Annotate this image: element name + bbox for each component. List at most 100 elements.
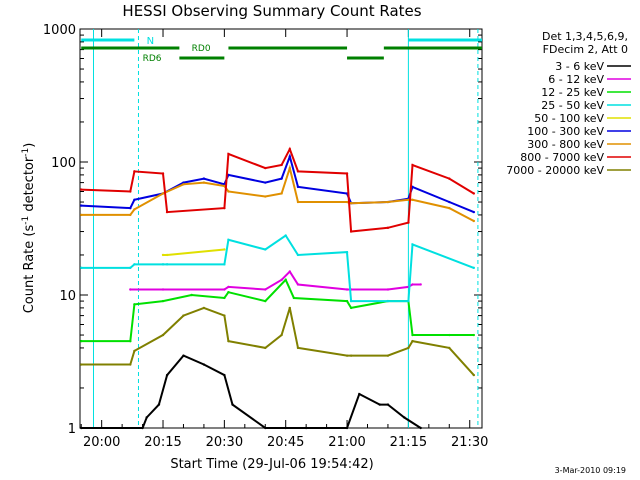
series-point: [284, 234, 287, 237]
rd0-label: RD0: [192, 44, 211, 54]
series-point: [419, 426, 422, 430]
series-line-1: [81, 354, 422, 429]
plot-area: 1 10 100 1000 20:00 20:15 20:30 20:45 21:00 21:15…: [43, 23, 489, 450]
series-point: [145, 416, 148, 419]
series-point: [165, 210, 169, 214]
series-point: [345, 288, 349, 291]
legend-label: 50 - 100 keV: [534, 112, 604, 125]
series-point: [182, 181, 185, 184]
series-point: [227, 285, 230, 289]
series-point: [227, 339, 230, 343]
legend-header-line-1: Det 1,3,4,5,6,9,: [542, 30, 628, 43]
legend-label: 6 - 12 keV: [548, 73, 604, 86]
series-point: [378, 403, 381, 406]
series-point: [133, 208, 136, 211]
x-axis-label: Start Time (29-Jul-06 19:54:42): [170, 457, 373, 472]
series-point: [472, 219, 476, 223]
night-label: N: [147, 36, 154, 47]
series-point: [161, 299, 165, 303]
series-point: [80, 188, 83, 191]
series-point: [161, 263, 165, 266]
series-line-5: [163, 248, 225, 256]
series-point: [223, 183, 226, 186]
series-point: [411, 198, 414, 201]
series-point: [182, 183, 185, 186]
series-point: [264, 426, 267, 430]
series-point: [190, 293, 193, 297]
series-point: [133, 349, 136, 353]
series-line-9: [81, 306, 475, 376]
series-point: [411, 163, 414, 167]
series-point: [403, 416, 406, 419]
series-point: [161, 333, 165, 337]
series-point: [129, 339, 132, 343]
series-point: [223, 314, 226, 317]
series-point: [407, 221, 410, 224]
series-point: [358, 392, 361, 396]
series-point: [133, 170, 136, 173]
series-point: [345, 354, 349, 357]
series-point: [345, 299, 349, 303]
series-point: [129, 190, 132, 193]
series-point: [227, 238, 230, 242]
series-point: [349, 306, 353, 310]
series-point: [165, 253, 169, 257]
series-point: [264, 346, 267, 350]
series-point: [227, 190, 230, 193]
series-point: [133, 198, 136, 201]
series-point: [345, 172, 349, 175]
legend-label: 3 - 6 keV: [555, 60, 604, 73]
series-point: [472, 266, 476, 270]
y-tick-label: 1: [68, 422, 76, 437]
series-point: [264, 181, 267, 184]
series-point: [133, 303, 136, 306]
series-point: [264, 248, 267, 251]
series-point: [296, 283, 300, 286]
series-point: [448, 206, 451, 210]
series-point: [411, 339, 414, 343]
series-point: [411, 283, 414, 286]
series-point: [264, 195, 267, 198]
series-point: [284, 426, 287, 430]
series-point: [345, 426, 349, 430]
y-tick-label: 1000: [43, 23, 76, 38]
series-point: [448, 200, 451, 204]
series-point: [296, 170, 300, 173]
series-point: [288, 147, 291, 151]
series-point: [80, 339, 83, 343]
legend-label: 300 - 800 keV: [527, 138, 604, 151]
x-tick-label: 20:00: [83, 435, 120, 450]
series-point: [165, 263, 169, 266]
series-line-7: [81, 164, 475, 222]
series-point: [231, 403, 234, 406]
series-point: [280, 333, 283, 337]
series-point: [133, 263, 136, 266]
series-point: [223, 288, 226, 291]
series-point: [472, 333, 476, 337]
series-point: [80, 363, 83, 366]
series-point: [223, 296, 226, 300]
rd6-label: RD6: [143, 54, 162, 64]
series-point: [386, 288, 390, 291]
chart-title: HESSI Observing Summary Count Rates: [122, 2, 421, 20]
series-line-8: [81, 146, 475, 233]
series-point: [161, 172, 165, 175]
series-point: [161, 288, 165, 291]
series-point: [448, 333, 451, 337]
series-point: [411, 333, 414, 337]
series-point: [472, 210, 476, 214]
generation-timestamp: 3-Mar-2010 09:19: [555, 466, 626, 475]
legend-label: 7000 - 20000 keV: [506, 164, 604, 177]
series-point: [80, 204, 83, 207]
series-point: [349, 299, 353, 303]
series-point: [411, 243, 414, 246]
legend: Det 1,3,4,5,6,9, FDecim 2, Att 0 3 - 6 k…: [506, 30, 631, 177]
series-point: [386, 403, 390, 406]
series-point: [472, 373, 476, 377]
series-point: [280, 192, 283, 195]
legend-label: 800 - 7000 keV: [520, 151, 604, 164]
series-point: [288, 306, 291, 310]
plot-frame: [79, 28, 483, 429]
series-point: [161, 192, 165, 195]
series-point: [280, 278, 283, 282]
